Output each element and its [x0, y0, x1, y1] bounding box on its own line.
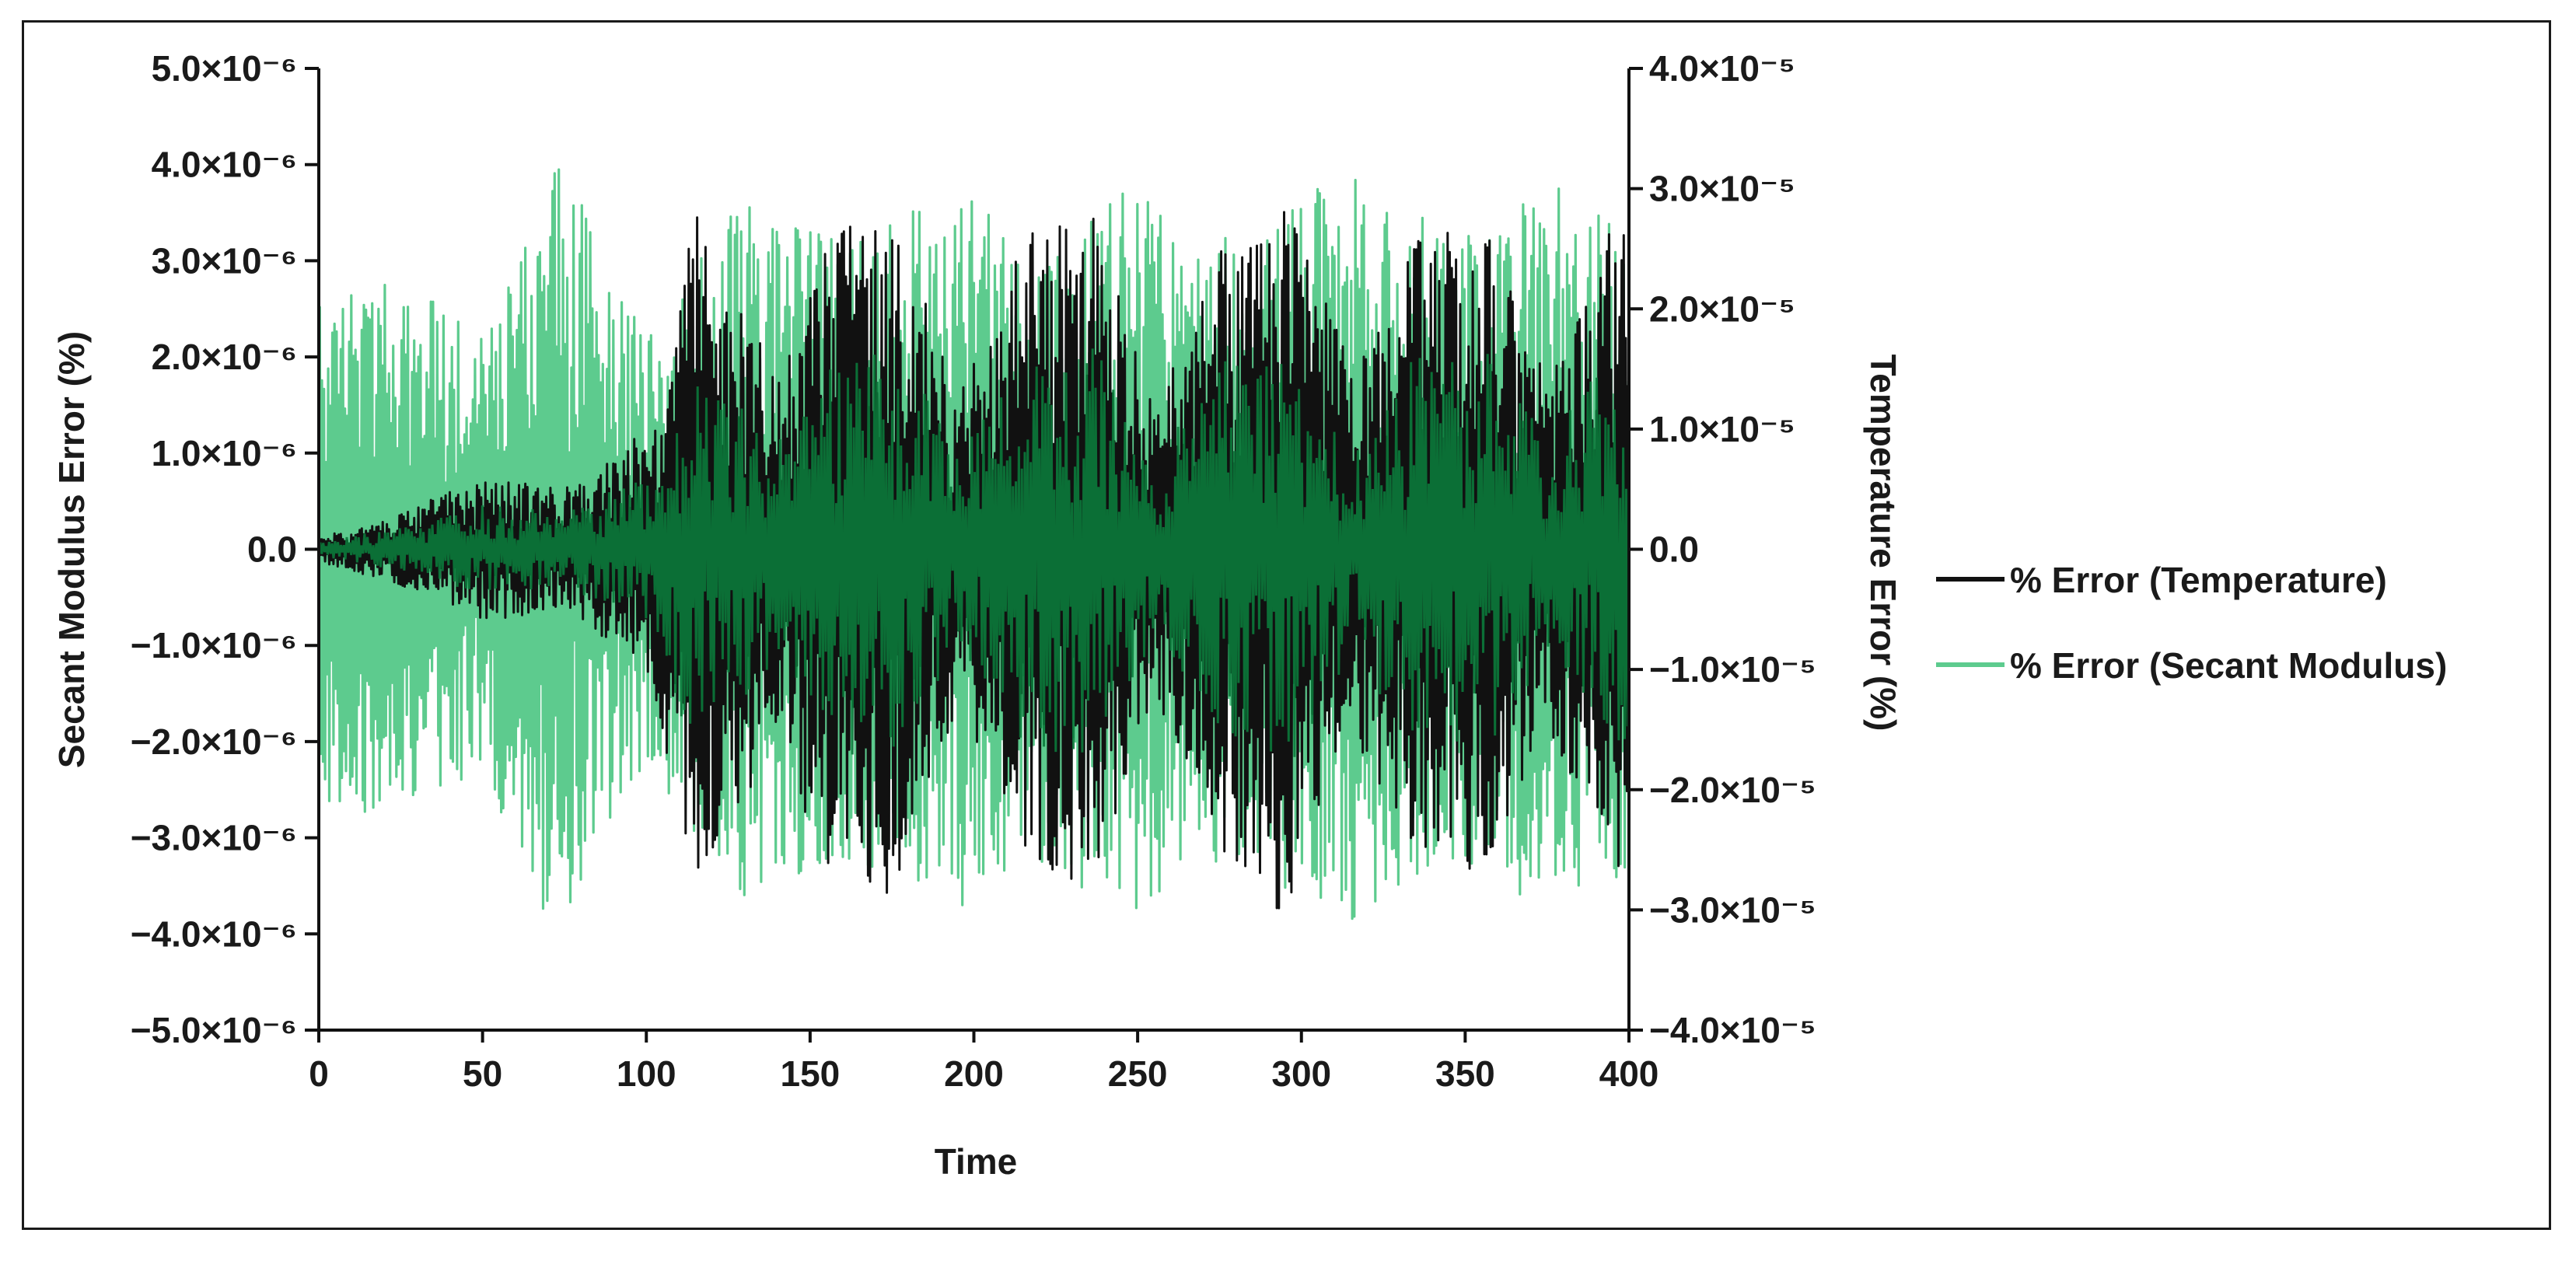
x-tick-label: 350	[1435, 1053, 1495, 1094]
y-tick-label: −5.0×10⁻⁶	[131, 1010, 297, 1050]
y-tick-label: −1.0×10⁻⁶	[131, 625, 297, 665]
y2-tick-label: −3.0×10⁻⁵	[1649, 889, 1816, 930]
y-tick-label: −2.0×10⁻⁶	[131, 721, 297, 762]
x-tick-label: 400	[1599, 1053, 1659, 1094]
y2-tick-label: −1.0×10⁻⁵	[1649, 649, 1816, 690]
y2-tick-label: 2.0×10⁻⁵	[1649, 288, 1795, 329]
series-layer	[317, 168, 1631, 920]
y2-tick-label: −2.0×10⁻⁵	[1649, 770, 1816, 810]
y-tick-label: 1.0×10⁻⁶	[152, 433, 297, 473]
y2-tick-label: −4.0×10⁻⁵	[1649, 1010, 1816, 1050]
x-tick-label: 150	[781, 1053, 841, 1094]
legend: % Error (Temperature) % Error (Secant Mo…	[1936, 560, 2447, 686]
x-axis-title: Time	[935, 1141, 1018, 1182]
y-axis-title: Secant Modulus Error (%)	[51, 331, 92, 768]
y-tick-label: −4.0×10⁻⁶	[131, 913, 297, 954]
y-tick-label: 0.0	[247, 529, 297, 570]
y2-tick-label: 3.0×10⁻⁵	[1649, 169, 1795, 209]
x-tick-label: 50	[463, 1053, 502, 1094]
x-tick-label: 300	[1271, 1053, 1331, 1094]
y2-axis-title: Temperature Error (%)	[1863, 355, 1903, 732]
y-tick-label: 4.0×10⁻⁶	[152, 145, 297, 185]
y2-tick-label: 0.0	[1649, 529, 1699, 570]
x-tick-label: 200	[944, 1053, 1004, 1094]
x-tick-label: 250	[1108, 1053, 1168, 1094]
y2-tick-label: 1.0×10⁻⁵	[1649, 409, 1795, 449]
y-tick-label: 5.0×10⁻⁶	[152, 48, 297, 89]
x-tick-label: 100	[617, 1053, 676, 1094]
y2-tick-label: 4.0×10⁻⁵	[1649, 48, 1795, 89]
series-overlap-band	[317, 348, 1629, 757]
y-tick-label: 3.0×10⁻⁶	[152, 240, 297, 281]
y-tick-label: 2.0×10⁻⁶	[152, 337, 297, 377]
legend-label-temperature: % Error (Temperature)	[2010, 560, 2387, 600]
ticks-layer: 0 50 100 150 200 250 300 350 400 5.0×10⁻⁶ 4.0×10⁻⁶…	[131, 48, 1816, 1094]
x-tick-label: 0	[309, 1053, 329, 1094]
y-tick-label: −3.0×10⁻⁶	[131, 818, 297, 858]
legend-label-secant-modulus: % Error (Secant Modulus)	[2010, 645, 2447, 686]
